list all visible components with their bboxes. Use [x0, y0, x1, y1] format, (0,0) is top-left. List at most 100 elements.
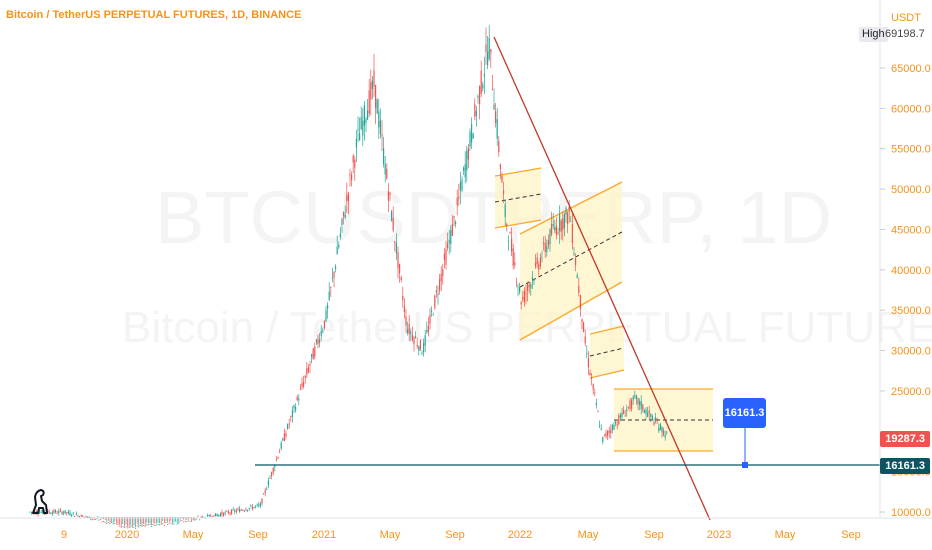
candle: [373, 53, 375, 98]
symbol-title[interactable]: Bitcoin / TetherUS PERPETUAL FUTURES, 1D…: [6, 9, 302, 21]
candle: [383, 136, 385, 168]
candle-body: [351, 174, 353, 181]
candle: [223, 512, 225, 517]
candle-body: [343, 211, 345, 217]
candle-body: [296, 396, 298, 401]
channel-drawings[interactable]: [494, 167, 713, 452]
candle-body: [648, 410, 650, 414]
candle-body: [376, 99, 378, 114]
candle: [403, 298, 405, 319]
channel-median-line[interactable]: [589, 347, 625, 357]
candle-body: [130, 526, 132, 528]
candle-body: [544, 242, 546, 253]
candle-body: [568, 206, 570, 213]
candle-body: [551, 224, 553, 235]
candle-body: [106, 523, 108, 524]
channel-median-line[interactable]: [494, 193, 542, 203]
candle: [435, 285, 437, 298]
channel-lower-line[interactable]: [589, 369, 625, 379]
candle-body: [549, 229, 551, 245]
candle-body: [146, 524, 148, 526]
parallel-channel-2[interactable]: [519, 181, 623, 341]
candle-body: [381, 134, 383, 137]
parallel-channel-1[interactable]: [494, 167, 542, 229]
candle-body: [666, 431, 668, 433]
candle: [323, 320, 325, 330]
candle: [501, 172, 503, 183]
candle: [559, 205, 561, 244]
candle-body: [402, 295, 404, 301]
candle: [483, 56, 485, 95]
price-axis[interactable]: USDT 65000.0 60000.0 55000.0 50000.0 45000.0 4…: [880, 12, 931, 519]
candle: [627, 406, 629, 410]
candle: [226, 510, 228, 512]
candle: [426, 321, 428, 335]
candle: [659, 422, 661, 431]
channel-lower-line[interactable]: [519, 281, 623, 341]
channel-upper-line[interactable]: [494, 167, 542, 177]
candle-body: [165, 522, 167, 524]
candle-body: [194, 519, 196, 521]
candle-body: [616, 424, 618, 426]
channel-median-line[interactable]: [519, 231, 623, 288]
channel-upper-line[interactable]: [589, 325, 625, 335]
candle: [72, 512, 74, 516]
candle-body: [575, 258, 577, 266]
candle: [445, 240, 447, 270]
candle: [423, 338, 425, 357]
candle: [602, 436, 604, 445]
candle: [458, 183, 460, 206]
candle-body: [475, 111, 477, 116]
candle-body: [306, 368, 308, 375]
candle: [339, 227, 341, 240]
candle-body: [29, 511, 31, 513]
candle: [551, 211, 553, 237]
candle: [587, 351, 589, 375]
price-callout[interactable]: 16161.3: [723, 398, 766, 428]
candle-body: [429, 314, 431, 325]
candle-body: [123, 527, 125, 529]
candle-body: [435, 290, 437, 293]
candle: [592, 383, 594, 395]
candle-body: [287, 424, 289, 429]
candle-body: [455, 221, 457, 225]
candle-body: [397, 252, 399, 268]
candle: [327, 302, 329, 319]
callout-anchor[interactable]: [742, 462, 748, 468]
candle: [525, 284, 527, 305]
candle: [599, 420, 601, 429]
candle: [615, 420, 617, 427]
candle-body: [600, 428, 602, 430]
candle-body: [183, 521, 185, 523]
candle: [579, 294, 581, 317]
candle-body: [458, 196, 460, 199]
parallel-channel-4[interactable]: [614, 388, 713, 452]
candle-body: [160, 523, 162, 525]
candle-body: [359, 133, 361, 141]
candle: [573, 247, 575, 257]
channel-lower-line[interactable]: [494, 219, 542, 229]
candle-body: [645, 409, 647, 414]
candle-body: [224, 512, 226, 514]
candle: [55, 509, 57, 514]
candle: [618, 413, 620, 426]
candle: [75, 511, 77, 516]
time-axis[interactable]: 9 2020 May Sep 2021 May Sep 2022 May Sep 2023 May Se…: [61, 529, 861, 541]
candle-body: [594, 392, 596, 394]
candle-body: [384, 163, 386, 175]
candle: [67, 509, 69, 515]
candle-body: [168, 522, 170, 524]
watermark-ticker: BTCUSDTPERP, 1D: [155, 176, 832, 259]
candle-body: [213, 515, 215, 516]
candle-body: [503, 190, 505, 194]
descending-trendline[interactable]: [493, 36, 711, 521]
candle-body: [554, 227, 556, 231]
candle: [261, 498, 263, 506]
candle: [344, 205, 346, 220]
candle-body: [394, 241, 396, 243]
candle: [234, 508, 236, 515]
price-tick-label: 25000.0: [891, 386, 931, 398]
parallel-channel-3[interactable]: [589, 325, 625, 379]
